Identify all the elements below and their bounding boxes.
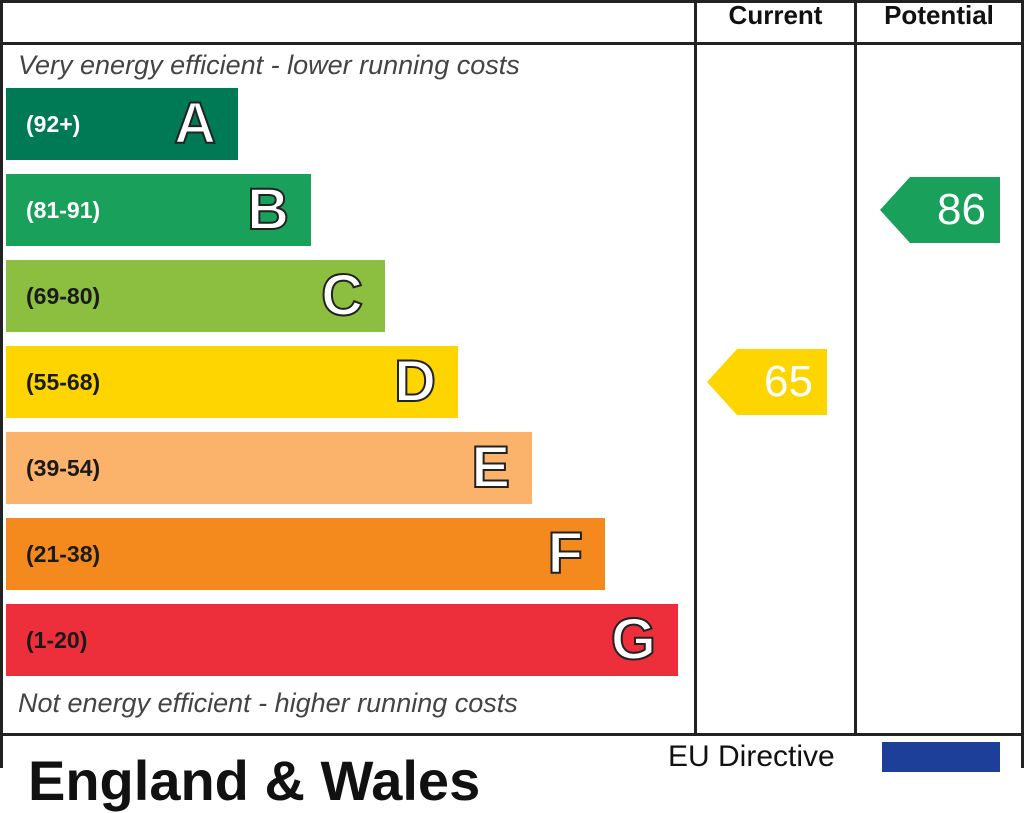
band-letter: E [470, 434, 511, 501]
band-a: (92+) A [6, 88, 238, 160]
band-range-label: (92+) [26, 111, 81, 137]
header-divider [0, 42, 1024, 45]
band-letter: B [246, 176, 290, 243]
band-g: (1-20) G [6, 604, 678, 676]
potential-column-header: Potential [884, 0, 994, 30]
band-f: (21-38) F [6, 518, 605, 590]
potential-arrow-shape [880, 177, 1000, 243]
band-range-label: (81-91) [26, 197, 101, 223]
current-arrow-shape [707, 349, 827, 415]
current-rating-value: 65 [764, 357, 813, 406]
band-range-label: (39-54) [26, 455, 101, 481]
eu-flag-icon [882, 742, 1000, 772]
eu-directive-label: EU Directive [668, 740, 835, 773]
band-letter: D [393, 348, 437, 415]
potential-rating-arrow: 86 [880, 177, 1000, 243]
band-c: (69-80) C [6, 260, 385, 332]
potential-column-divider [854, 0, 857, 735]
band-range-label: (1-20) [26, 627, 88, 653]
left-border [0, 0, 3, 768]
top-caption: Very energy efficient - lower running co… [18, 50, 520, 80]
band-letter: F [547, 520, 584, 587]
bottom-caption: Not energy efficient - higher running co… [18, 688, 518, 718]
footer-divider [0, 733, 1024, 736]
band-range-label: (69-80) [26, 283, 101, 309]
band-letter: A [173, 90, 217, 157]
band-range-label: (55-68) [26, 369, 101, 395]
right-border [1021, 0, 1024, 768]
potential-rating-value: 86 [937, 185, 986, 234]
band-b: (81-91) B [6, 174, 311, 246]
current-column-header: Current [728, 0, 823, 30]
band-e: (39-54) E [6, 432, 532, 504]
top-border [0, 0, 1024, 3]
band-range-label: (21-38) [26, 541, 101, 567]
footer-region-title: England & Wales [28, 749, 481, 812]
band-letter: G [610, 606, 657, 673]
band-d: (55-68) D [6, 346, 458, 418]
current-rating-arrow: 65 [707, 349, 827, 415]
current-column-divider [694, 0, 697, 735]
band-letter: C [320, 262, 364, 329]
